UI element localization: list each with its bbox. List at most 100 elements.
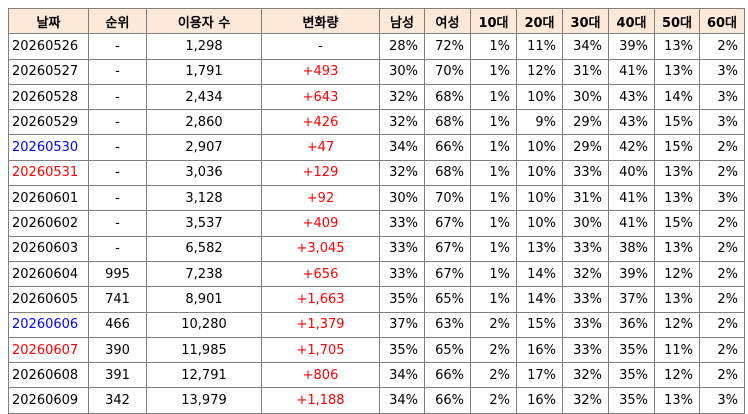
male-cell: 32% <box>379 83 425 111</box>
change-cell: - <box>261 33 380 60</box>
age-60s-cell: 3% <box>699 58 745 85</box>
table-row: 20260531-3,036 +129 32% 68% 1% 10% 33% 40% 13% 2% <box>8 159 745 187</box>
table-row: 20260609 342 13,979 +1,188 34% 66% 2% 16% 32% 35%… <box>8 387 745 414</box>
age-40s-cell: 41% <box>608 210 655 237</box>
age-60s-cell: 3% <box>699 387 745 414</box>
male-cell: 34% <box>379 387 425 414</box>
male-cell: 33% <box>379 260 425 288</box>
table-body: 20260526-1,298-28% 72% 1% 11% 34% 39% 13% 2% 202… <box>8 33 745 414</box>
age-20s-cell: 10% <box>516 134 563 161</box>
age-50s-cell: 13% <box>654 185 700 212</box>
users-cell: 2,860 <box>146 109 262 136</box>
age-60s-cell: 2% <box>699 311 745 338</box>
age-40s-cell: 41% <box>608 185 655 212</box>
rank-cell: - <box>88 210 147 237</box>
age-10s-cell: 1% <box>470 210 517 237</box>
header-age-60s: 60대 <box>699 7 745 35</box>
age-40s-cell: 43% <box>608 109 655 136</box>
change-cell: +1,379 <box>261 311 380 338</box>
users-cell: 2,907 <box>146 134 262 161</box>
age-10s-cell: 1% <box>470 185 517 212</box>
users-cell: 3,036 <box>146 159 262 187</box>
age-30s-cell: 29% <box>562 109 609 136</box>
change-cell: +409 <box>261 210 380 237</box>
age-20s-cell: 10% <box>516 210 563 237</box>
age-10s-cell: 2% <box>470 362 517 389</box>
female-cell: 70% <box>424 58 471 85</box>
users-cell: 7,238 <box>146 260 262 288</box>
change-cell: +3,045 <box>261 235 380 262</box>
users-cell: 3,128 <box>146 185 262 212</box>
rank-cell: 741 <box>88 286 147 313</box>
table-row: 20260604 995 7,238 +656 33% 67% 1% 14% 32% 39% 12%… <box>8 260 745 288</box>
age-60s-cell: 2% <box>699 260 745 288</box>
date-cell: 20260526 <box>8 33 89 60</box>
rank-cell: - <box>88 159 147 187</box>
age-20s-cell: 10% <box>516 83 563 111</box>
rank-cell: - <box>88 58 147 85</box>
age-10s-cell: 1% <box>470 286 517 313</box>
age-60s-cell: 2% <box>699 134 745 161</box>
female-cell: 63% <box>424 311 471 338</box>
age-20s-cell: 13% <box>516 235 563 262</box>
age-30s-cell: 33% <box>562 311 609 338</box>
age-40s-cell: 37% <box>608 286 655 313</box>
age-50s-cell: 15% <box>654 134 700 161</box>
age-40s-cell: 35% <box>608 387 655 414</box>
rank-cell: - <box>88 109 147 136</box>
male-cell: 33% <box>379 210 425 237</box>
date-cell: 20260604 <box>8 260 89 288</box>
female-cell: 65% <box>424 286 471 313</box>
date-cell: 20260527 <box>8 58 89 85</box>
rank-cell: 466 <box>88 311 147 338</box>
age-40s-cell: 39% <box>608 260 655 288</box>
male-cell: 34% <box>379 134 425 161</box>
age-10s-cell: 1% <box>470 134 517 161</box>
age-30s-cell: 32% <box>562 387 609 414</box>
table-row: 20260606 466 10,280 +1,379 37% 63% 2% 15% 33% 36%… <box>8 311 745 338</box>
rank-cell: - <box>88 134 147 161</box>
table-row: 20260608 391 12,791 +806 34% 66% 2% 17% 32% 35% 12… <box>8 362 745 389</box>
age-20s-cell: 9% <box>516 109 563 136</box>
header-users: 이용자 수 <box>146 7 262 35</box>
change-cell: +1,705 <box>261 336 380 364</box>
age-60s-cell: 2% <box>699 336 745 364</box>
age-60s-cell: 2% <box>699 210 745 237</box>
age-50s-cell: 13% <box>654 58 700 85</box>
date-cell: 20260608 <box>8 362 89 389</box>
rank-cell: 391 <box>88 362 147 389</box>
user-stats-table: 날짜 순위 이용자 수 변화량 남성 여성 10대 20대 30대 40대 50… <box>8 7 745 414</box>
female-cell: 65% <box>424 336 471 364</box>
male-cell: 33% <box>379 235 425 262</box>
age-30s-cell: 30% <box>562 83 609 111</box>
users-cell: 10,280 <box>146 311 262 338</box>
age-20s-cell: 14% <box>516 286 563 313</box>
age-60s-cell: 2% <box>699 235 745 262</box>
age-10s-cell: 1% <box>470 159 517 187</box>
age-40s-cell: 35% <box>608 336 655 364</box>
age-20s-cell: 10% <box>516 185 563 212</box>
female-cell: 67% <box>424 235 471 262</box>
header-rank: 순위 <box>88 7 147 35</box>
date-cell: 20260529 <box>8 109 89 136</box>
age-60s-cell: 2% <box>699 286 745 313</box>
age-40s-cell: 35% <box>608 362 655 389</box>
age-50s-cell: 14% <box>654 83 700 111</box>
age-30s-cell: 33% <box>562 336 609 364</box>
age-10s-cell: 1% <box>470 83 517 111</box>
male-cell: 35% <box>379 286 425 313</box>
male-cell: 37% <box>379 311 425 338</box>
age-30s-cell: 32% <box>562 260 609 288</box>
table-row: 20260528-2,434 +643 32% 68% 1% 10% 30% 43% 14% 3% <box>8 83 745 111</box>
age-10s-cell: 1% <box>470 109 517 136</box>
users-cell: 1,298 <box>146 33 262 60</box>
age-60s-cell: 2% <box>699 159 745 187</box>
age-60s-cell: 3% <box>699 109 745 136</box>
date-cell: 20260606 <box>8 311 89 338</box>
users-cell: 12,791 <box>146 362 262 389</box>
age-30s-cell: 32% <box>562 362 609 389</box>
age-30s-cell: 34% <box>562 33 609 60</box>
age-10s-cell: 2% <box>470 387 517 414</box>
male-cell: 32% <box>379 109 425 136</box>
age-30s-cell: 33% <box>562 286 609 313</box>
